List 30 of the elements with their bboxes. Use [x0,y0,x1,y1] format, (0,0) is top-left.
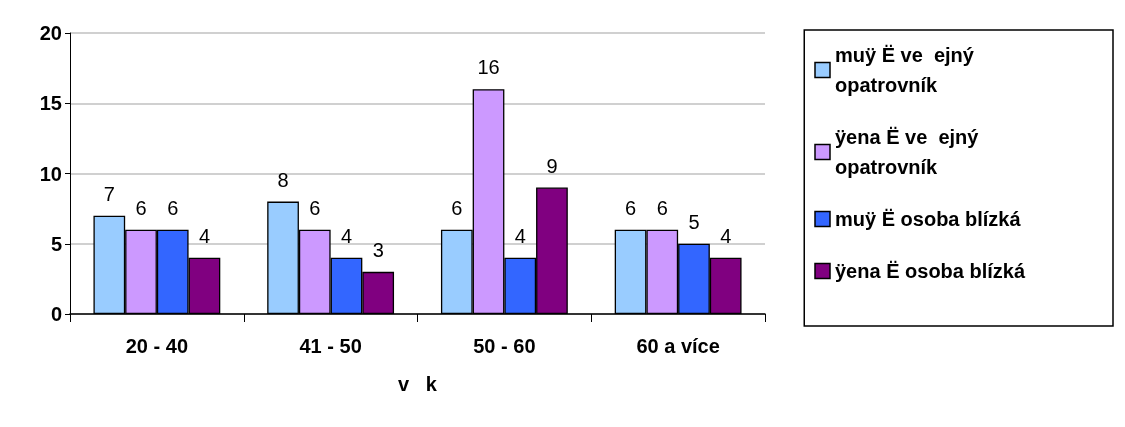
x-tick-label: 50 - 60 [473,335,536,357]
x-axis-title: v k [398,373,438,395]
data-label: 7 [103,182,115,205]
data-label: 6 [656,196,668,219]
y-tick-label: 5 [50,232,62,255]
data-label: 6 [451,196,463,219]
x-tick-label: 20 - 40 [125,335,189,357]
y-tick-label: 10 [39,162,62,185]
data-label: 6 [135,196,147,219]
legend-label: ÿena Ë osoba blízká [835,260,1026,282]
x-tick-label: 41 - 50 [299,335,362,357]
data-label: 4 [720,224,732,247]
data-label: 4 [340,224,353,247]
data-label: 3 [372,238,384,261]
y-tick-label: 20 [39,22,62,44]
data-label: 16 [477,56,500,79]
data-label: 6 [167,196,179,219]
legend-label: muÿ Ë ve ejný opatrovník [835,44,980,96]
data-label: 6 [625,196,637,219]
data-label: 5 [688,210,700,233]
legend-label: ÿena Ë ve ejný opatrovník [835,126,984,178]
data-label: 4 [198,224,210,247]
data-label: 8 [277,168,289,191]
legend-label: muÿ Ë osoba blízká [835,208,1022,230]
data-label: 4 [514,224,526,247]
y-tick-label: 0 [50,303,62,325]
y-tick-label: 15 [39,92,62,115]
x-tick-label: 60 a více [636,335,720,357]
data-label: 9 [546,154,558,177]
data-label: 6 [309,196,321,219]
